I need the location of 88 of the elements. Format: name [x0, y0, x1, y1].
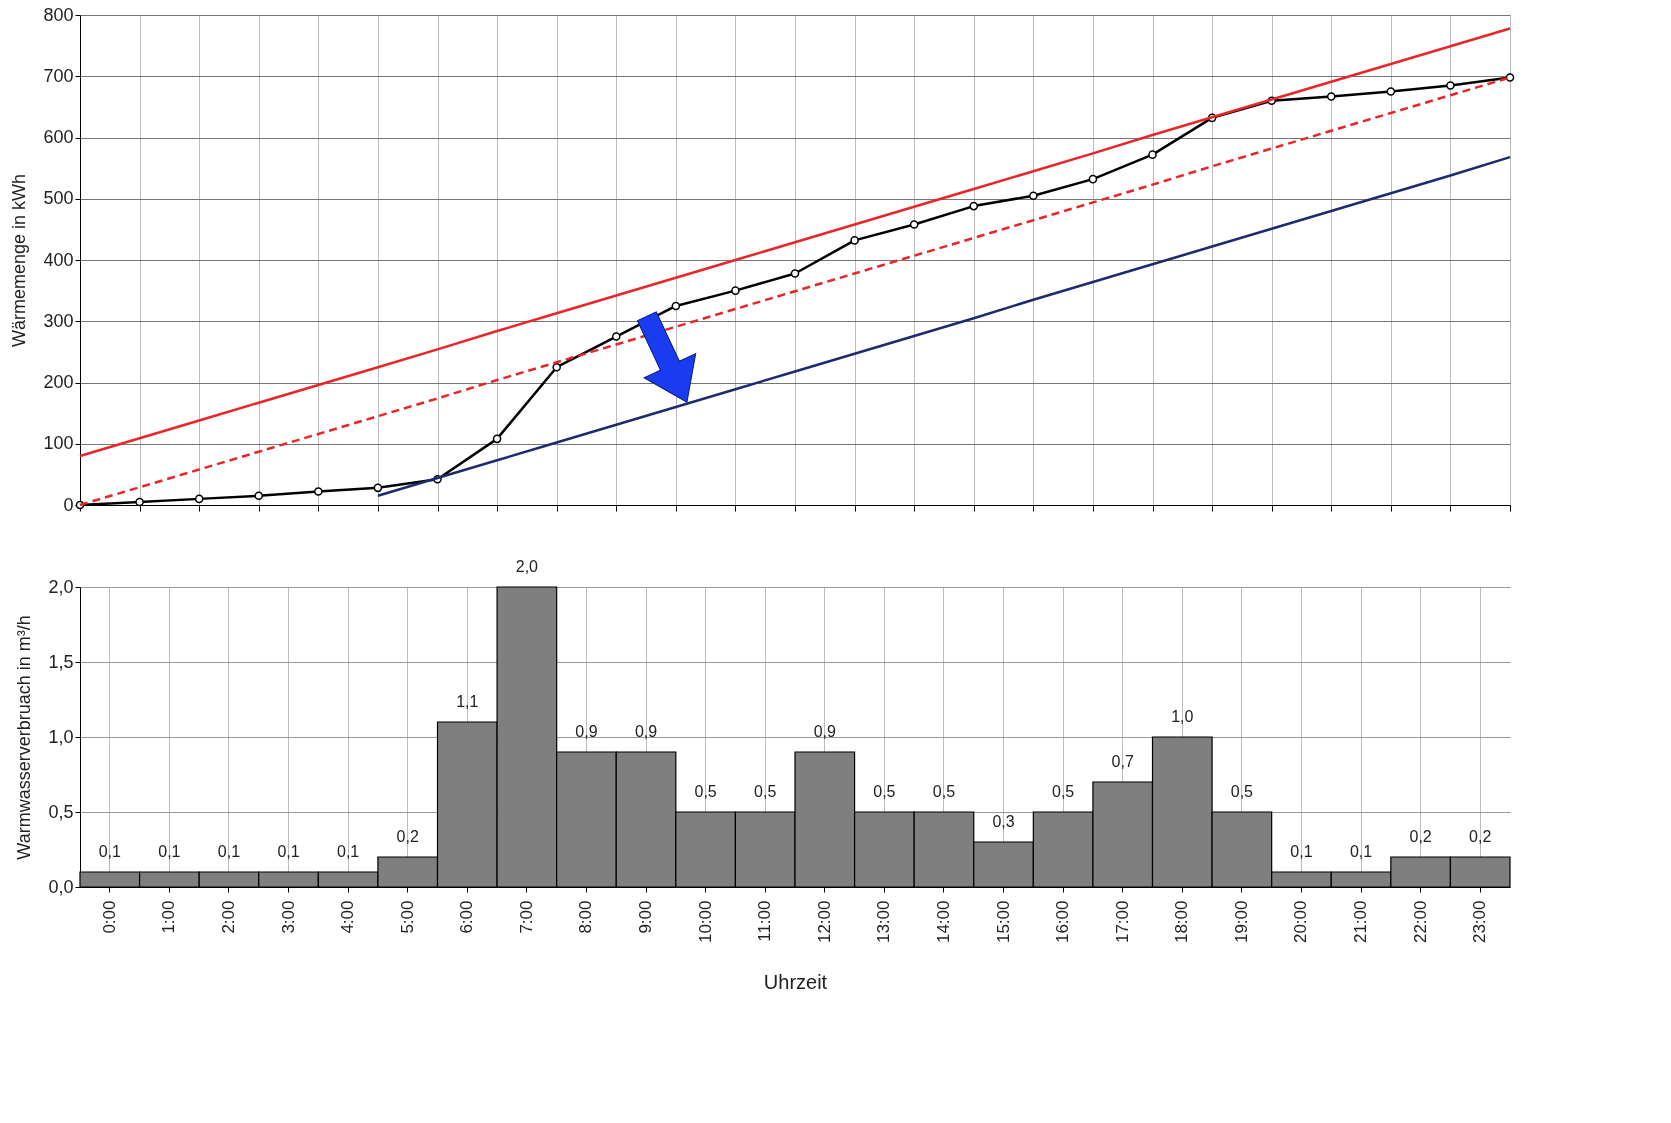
- x-tick-label: 21:00: [1351, 900, 1371, 944]
- point: [194, 494, 204, 504]
- point: [254, 491, 264, 501]
- y-tick-label: 2,0: [48, 576, 74, 597]
- data-label: 1,0: [1171, 708, 1194, 725]
- y-tick-label: 300: [43, 310, 74, 331]
- data-label: 0,1: [1290, 843, 1313, 860]
- point: [552, 362, 561, 372]
- point: [1386, 87, 1396, 96]
- point: [373, 483, 383, 493]
- y-tick-label: 500: [43, 188, 74, 209]
- point: [135, 497, 144, 507]
- x-tick-label: 23:00: [1470, 900, 1490, 944]
- point: [969, 201, 979, 211]
- data-label: 0,2: [396, 828, 419, 845]
- y-tick-label: 600: [43, 127, 74, 147]
- point: [790, 269, 800, 278]
- x-tick-label: 4:00: [338, 900, 358, 934]
- point: [611, 332, 621, 341]
- x-tick-label: 3:00: [278, 900, 298, 934]
- y-tick-label: 0,0: [48, 876, 74, 897]
- x-axis-title: Uhrzeit: [763, 971, 828, 994]
- x-tick-label: 6:00: [457, 900, 477, 934]
- data-label: 0,7: [1111, 753, 1134, 770]
- point: [671, 301, 681, 311]
- data-label: 0,1: [1349, 843, 1373, 860]
- data-label: 0,1: [158, 843, 181, 860]
- data-label: 0,2: [1469, 828, 1492, 845]
- y-tick-label: 0: [63, 494, 74, 515]
- data-label: 0,5: [694, 783, 717, 800]
- point: [1029, 191, 1038, 200]
- x-tick-label: 10:00: [695, 900, 715, 944]
- point: [314, 487, 323, 496]
- y-axis-title: Warmwasserverbruach in m³/h: [14, 615, 35, 860]
- data-label: 0,1: [277, 843, 300, 860]
- y-axis-title: Wärmemenge in kWh: [9, 173, 30, 348]
- data-label: 0,2: [1409, 828, 1432, 845]
- data-label: 0,3: [992, 813, 1015, 830]
- x-tick-label: 20:00: [1291, 900, 1311, 944]
- y-tick-label: 700: [43, 65, 74, 86]
- data-label: 0,5: [1230, 783, 1254, 800]
- point: [909, 220, 919, 229]
- data-label: 1,1: [456, 693, 479, 710]
- x-tick-label: 0:00: [99, 900, 119, 934]
- y-tick-label: 400: [43, 249, 74, 270]
- x-tick-label: 15:00: [993, 900, 1013, 944]
- y-tick-label: 200: [43, 372, 74, 392]
- x-tick-label: 2:00: [218, 900, 238, 934]
- point: [850, 236, 859, 245]
- x-tick-label: 5:00: [397, 900, 417, 934]
- data-label: 0,9: [813, 723, 837, 740]
- y-tick-label: 1,0: [48, 726, 74, 747]
- data-label: 0,1: [337, 843, 360, 860]
- data-label: 0,1: [98, 843, 122, 860]
- data-label: 0,9: [634, 723, 658, 740]
- x-tick-label: 11:00: [755, 900, 775, 942]
- x-tick-label: 17:00: [1112, 900, 1132, 944]
- y-tick-label: 1,5: [48, 651, 74, 672]
- x-tick-label: 1:00: [159, 900, 179, 934]
- x-tick-label: 22:00: [1410, 900, 1430, 944]
- x-tick-label: 18:00: [1172, 900, 1192, 944]
- x-tick-label: 7:00: [516, 900, 536, 934]
- data-label: 0,5: [754, 783, 777, 800]
- point: [1088, 174, 1098, 184]
- x-tick-label: 12:00: [814, 900, 834, 944]
- data-label: 0,9: [575, 723, 598, 740]
- x-tick-label: 14:00: [933, 900, 953, 944]
- x-tick-label: 13:00: [874, 900, 894, 944]
- point: [1505, 73, 1515, 82]
- line-series: [376, 155, 1512, 498]
- y-tick-label: 800: [43, 4, 74, 25]
- point: [492, 434, 502, 444]
- point: [1326, 92, 1336, 101]
- line-series: [78, 27, 1512, 458]
- data-label: 0,5: [932, 783, 956, 800]
- point: [731, 286, 740, 295]
- y-tick-label: 100: [43, 433, 74, 454]
- point: [1446, 81, 1455, 90]
- x-tick-label: 9:00: [636, 900, 656, 934]
- data-label: 0,1: [217, 843, 241, 860]
- data-label: 2,0: [515, 558, 539, 575]
- x-tick-label: 19:00: [1231, 900, 1251, 944]
- data-label: 0,5: [1052, 783, 1075, 800]
- x-tick-label: 16:00: [1053, 900, 1073, 944]
- y-tick-label: 0,5: [48, 801, 74, 822]
- point: [1148, 150, 1157, 159]
- x-tick-label: 8:00: [576, 900, 596, 934]
- data-label: 0,5: [873, 783, 896, 800]
